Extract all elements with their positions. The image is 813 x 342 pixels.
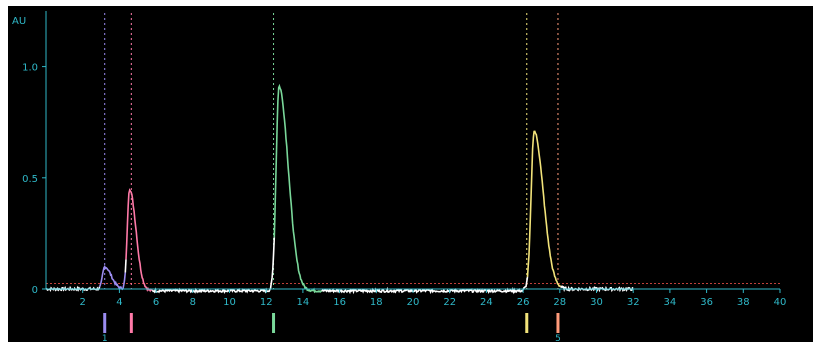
trace-segment-5	[273, 83, 323, 294]
x-tick-label: 2	[80, 297, 86, 308]
x-tick-label: 10	[223, 297, 236, 308]
x-tick-label: 16	[333, 297, 346, 308]
trace-segment-1	[98, 265, 127, 291]
x-tick-label: 6	[153, 297, 159, 308]
y-tick-label: 0.5	[22, 174, 38, 185]
x-tick-label: 26	[517, 297, 530, 308]
x-tick-label: 22	[443, 297, 456, 308]
trace-segment-4	[151, 237, 276, 294]
peak-event-tick-5	[556, 313, 560, 333]
y-axis-label: AU	[12, 16, 26, 27]
y-tick-label: 1.0	[22, 63, 38, 74]
trace-segment-7	[526, 130, 562, 288]
x-tick-label: 34	[664, 297, 677, 308]
peak-event-tick-4	[525, 313, 529, 333]
x-tick-label: 24	[480, 297, 493, 308]
peak-event-tick-3	[272, 313, 276, 333]
x-tick-label: 28	[553, 297, 566, 308]
x-tick-label: 14	[297, 297, 310, 308]
trace-segment-3	[125, 188, 153, 293]
x-tick-label: 36	[700, 297, 713, 308]
peak-label-1: 1	[102, 334, 108, 342]
y-tick-label: 0	[32, 285, 38, 296]
x-tick-label: 18	[370, 297, 383, 308]
peak-label-5: 5	[555, 334, 561, 342]
chromatogram-panel: 0 0.5 1.0 AU 2 4 6 8 10 12 14 16 18 20 22 24 26 28 30 32 34 3…	[8, 6, 813, 342]
trace-segment-2	[124, 259, 127, 273]
peak-event-tick-1	[103, 313, 107, 333]
x-tick-label: 40	[774, 297, 787, 308]
peak-event-tick-2	[129, 313, 133, 333]
x-tick-label: 32	[627, 297, 640, 308]
x-tick-label: 8	[190, 297, 196, 308]
x-tick-label: 12	[260, 297, 273, 308]
x-tick-label: 30	[590, 297, 603, 308]
x-tick-label: 38	[737, 297, 750, 308]
x-tick-label: 4	[116, 297, 122, 308]
trace-segment-6	[321, 276, 529, 295]
x-tick-label: 20	[407, 297, 420, 308]
